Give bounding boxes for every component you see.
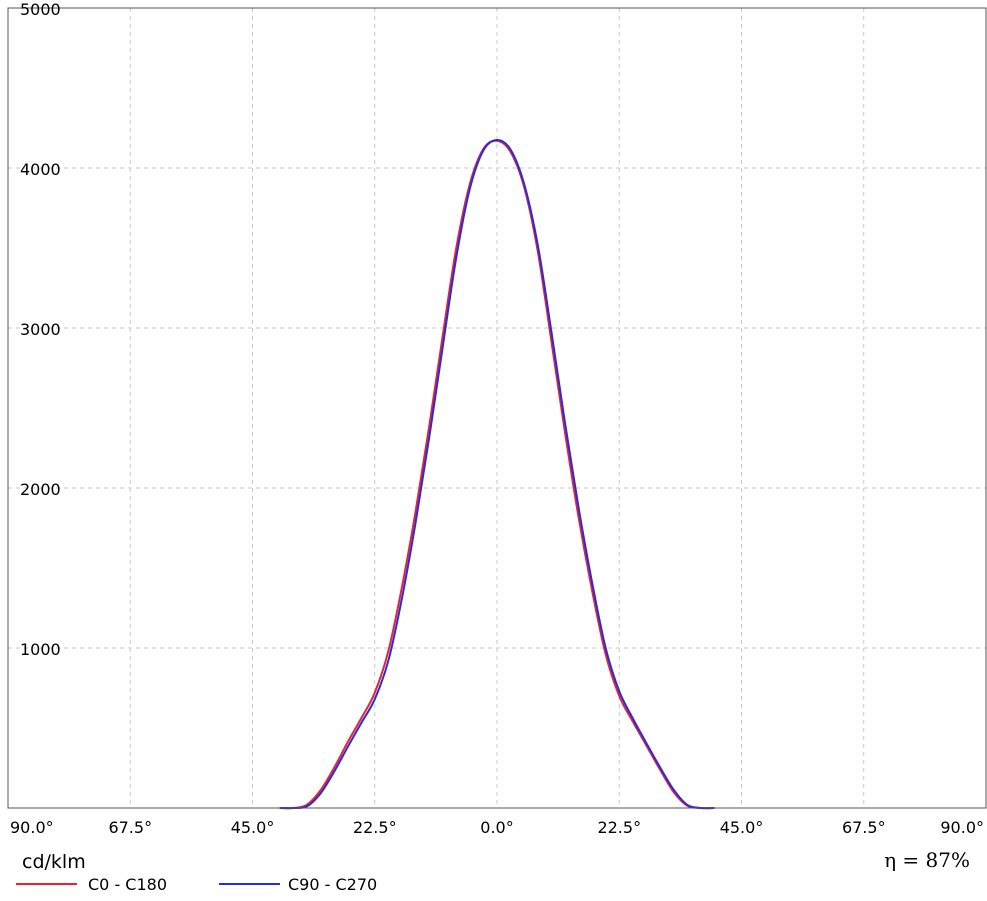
x-tick-label: 22.5°: [353, 818, 397, 837]
x-tick-label: 90.0°: [10, 818, 54, 837]
grid-lines: [8, 7, 986, 808]
series-lines: [279, 139, 715, 810]
y-unit-label: cd/klm: [22, 851, 86, 873]
y-tick-label: 1000: [20, 640, 61, 659]
y-tick-label: 3000: [20, 320, 61, 339]
y-tick-label: 4000: [20, 160, 61, 179]
legend-label-c0-c180: C0 - C180: [88, 875, 167, 894]
x-tick-label: 45.0°: [231, 818, 275, 837]
x-tick-labels: 90.0° 67.5° 45.0° 22.5° 0.0° 22.5° 45.0° 67.5° 9…: [10, 818, 984, 837]
x-tick-label: 67.5°: [108, 818, 152, 837]
y-tick-label: 2000: [20, 480, 61, 499]
series-line-c90-c270: [279, 139, 715, 810]
y-tick-label: 5000: [20, 0, 61, 19]
legend-label-c90-c270: C90 - C270: [288, 875, 377, 894]
x-tick-label: 0.0°: [480, 818, 513, 837]
x-tick-label: 90.0°: [940, 818, 984, 837]
efficiency-label: η = 87%: [884, 848, 970, 872]
legend: C0 - C180 C90 - C270: [16, 875, 377, 894]
x-tick-label: 67.5°: [842, 818, 886, 837]
x-tick-label: 22.5°: [597, 818, 641, 837]
y-tick-labels: 1000 2000 3000 4000 5000: [20, 0, 61, 659]
plot-frame: [7, 7, 987, 809]
x-tick-label: 45.0°: [720, 818, 764, 837]
